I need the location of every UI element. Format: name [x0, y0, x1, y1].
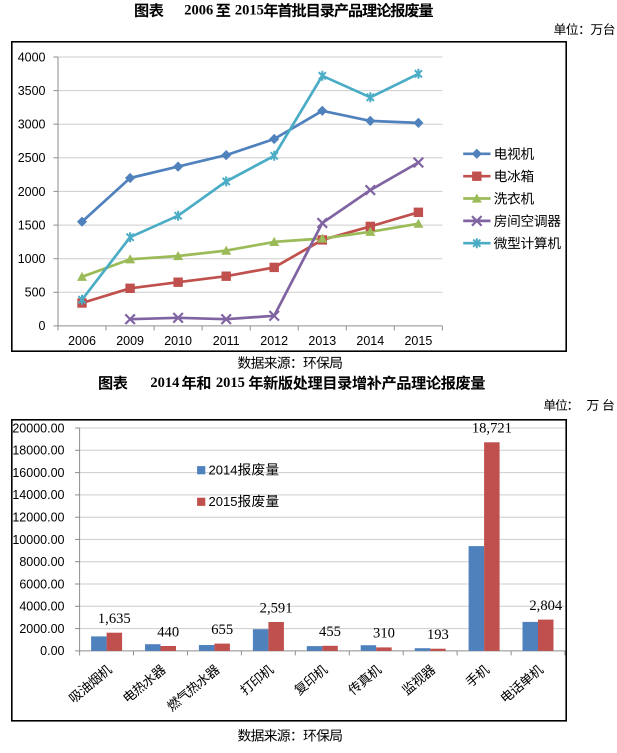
svg-text:2,591: 2,591: [260, 600, 293, 616]
svg-text:2000.00: 2000.00: [19, 622, 64, 636]
svg-text:2006: 2006: [68, 334, 96, 348]
svg-text:440: 440: [157, 624, 179, 640]
svg-text:455: 455: [319, 624, 341, 640]
svg-text:1000: 1000: [18, 252, 46, 266]
svg-text:2012: 2012: [260, 334, 288, 348]
svg-text:14000.00: 14000.00: [12, 488, 64, 502]
svg-text:1,635: 1,635: [98, 611, 131, 627]
svg-text:0: 0: [39, 319, 46, 333]
svg-text:500: 500: [25, 286, 46, 300]
svg-text:18,721: 18,721: [472, 421, 512, 437]
svg-text:18000.00: 18000.00: [12, 444, 64, 458]
svg-text:12000.00: 12000.00: [12, 510, 64, 524]
svg-text:3500: 3500: [18, 84, 46, 98]
svg-text:3000: 3000: [18, 118, 46, 132]
svg-text:2000: 2000: [18, 185, 46, 199]
svg-text:2011: 2011: [213, 334, 240, 348]
svg-text:2014: 2014: [209, 462, 238, 477]
svg-text:10000.00: 10000.00: [12, 533, 64, 547]
svg-text:193: 193: [427, 627, 449, 643]
svg-text:6000.00: 6000.00: [19, 577, 64, 591]
svg-text:0.00: 0.00: [40, 644, 64, 658]
svg-text:2,804: 2,804: [529, 598, 563, 614]
svg-text:2009: 2009: [116, 334, 144, 348]
svg-text:2015: 2015: [209, 494, 238, 509]
svg-text:4000.00: 4000.00: [19, 600, 64, 614]
svg-text:16000.00: 16000.00: [12, 466, 64, 480]
svg-text:2015: 2015: [404, 334, 432, 348]
svg-text:655: 655: [211, 622, 233, 638]
svg-text:4000: 4000: [18, 50, 46, 64]
svg-text:2015: 2015: [235, 3, 264, 19]
svg-text:310: 310: [373, 626, 395, 642]
svg-text:2006: 2006: [184, 3, 213, 19]
svg-text:2015: 2015: [216, 375, 245, 391]
svg-text:2013: 2013: [308, 334, 336, 348]
svg-text:2014: 2014: [356, 334, 384, 348]
svg-text:2014: 2014: [150, 375, 179, 391]
svg-text:1500: 1500: [18, 218, 46, 232]
svg-text:8000.00: 8000.00: [19, 555, 64, 569]
svg-text:20000.00: 20000.00: [12, 421, 64, 435]
svg-text:2010: 2010: [164, 334, 192, 348]
svg-text:2500: 2500: [18, 151, 46, 165]
